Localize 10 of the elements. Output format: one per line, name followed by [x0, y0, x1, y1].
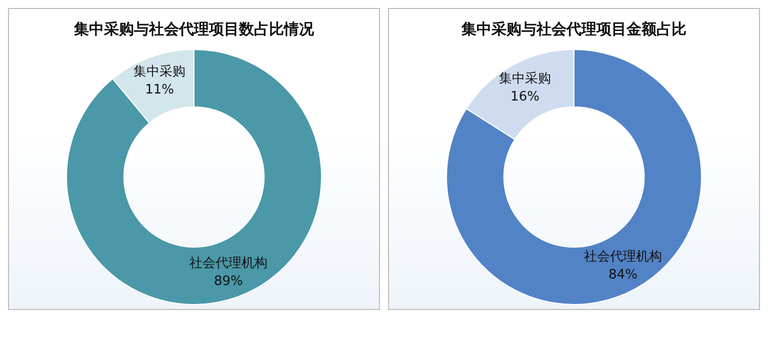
- slice-label: 社会代理机构: [584, 249, 662, 264]
- data-label: 89%: [214, 274, 243, 290]
- data-label: 11%: [145, 82, 174, 98]
- slice-label: 社会代理机构: [189, 256, 268, 272]
- slice-label: 集中采购: [499, 71, 552, 86]
- data-label: 16%: [510, 89, 540, 104]
- data-label: 84%: [608, 267, 638, 282]
- slice-label: 集中采购: [134, 64, 186, 80]
- chart-title: 集中采购与社会代理项目数占比情况: [73, 20, 315, 38]
- chart-title: 集中采购与社会代理项目金额占比: [460, 20, 686, 38]
